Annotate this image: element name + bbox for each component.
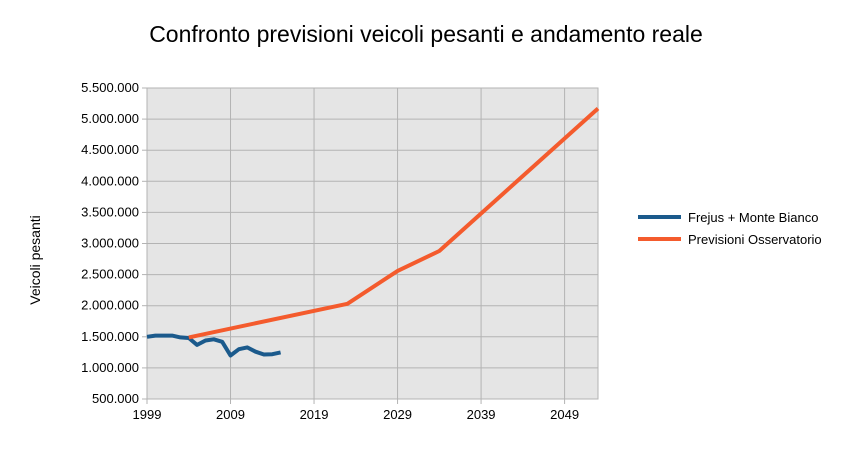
y-tick-label: 3.000.000	[81, 236, 139, 251]
y-tick-label: 1.000.000	[81, 360, 139, 375]
y-tick-label: 1.500.000	[81, 329, 139, 344]
x-tick-label: 2019	[300, 407, 329, 422]
y-axis-label: Veicoli pesanti	[27, 215, 43, 305]
y-tick-label: 2.500.000	[81, 267, 139, 282]
x-tick-label: 2009	[216, 407, 245, 422]
chart-title: Confronto previsioni veicoli pesanti e a…	[149, 21, 703, 47]
legend-label-2: Previsioni Osservatorio	[688, 232, 822, 247]
x-tick-label: 2049	[550, 407, 579, 422]
y-tick-label: 5.500.000	[81, 80, 139, 95]
x-tick-label: 1999	[133, 407, 162, 422]
y-tick-label: 4.500.000	[81, 142, 139, 157]
series-line-1	[146, 333, 282, 358]
legend-label-1: Frejus + Monte Bianco	[688, 210, 818, 225]
series-line-2	[188, 107, 600, 340]
y-tick-label: 500.000	[92, 391, 139, 406]
x-tick-label: 2029	[383, 407, 412, 422]
y-tick-label: 3.500.000	[81, 204, 139, 219]
plot-area: 500.000 1.000.000 1.500.000 2.000.000 2.500.…	[81, 80, 600, 422]
plot-border	[146, 87, 599, 400]
legend: Frejus + Monte Bianco Previsioni Osservat…	[638, 210, 822, 247]
x-tick-label: 2039	[467, 407, 496, 422]
y-tick-label: 4.000.000	[81, 173, 139, 188]
y-tick-label: 5.000.000	[81, 111, 139, 126]
y-tick-label: 2.000.000	[81, 298, 139, 313]
